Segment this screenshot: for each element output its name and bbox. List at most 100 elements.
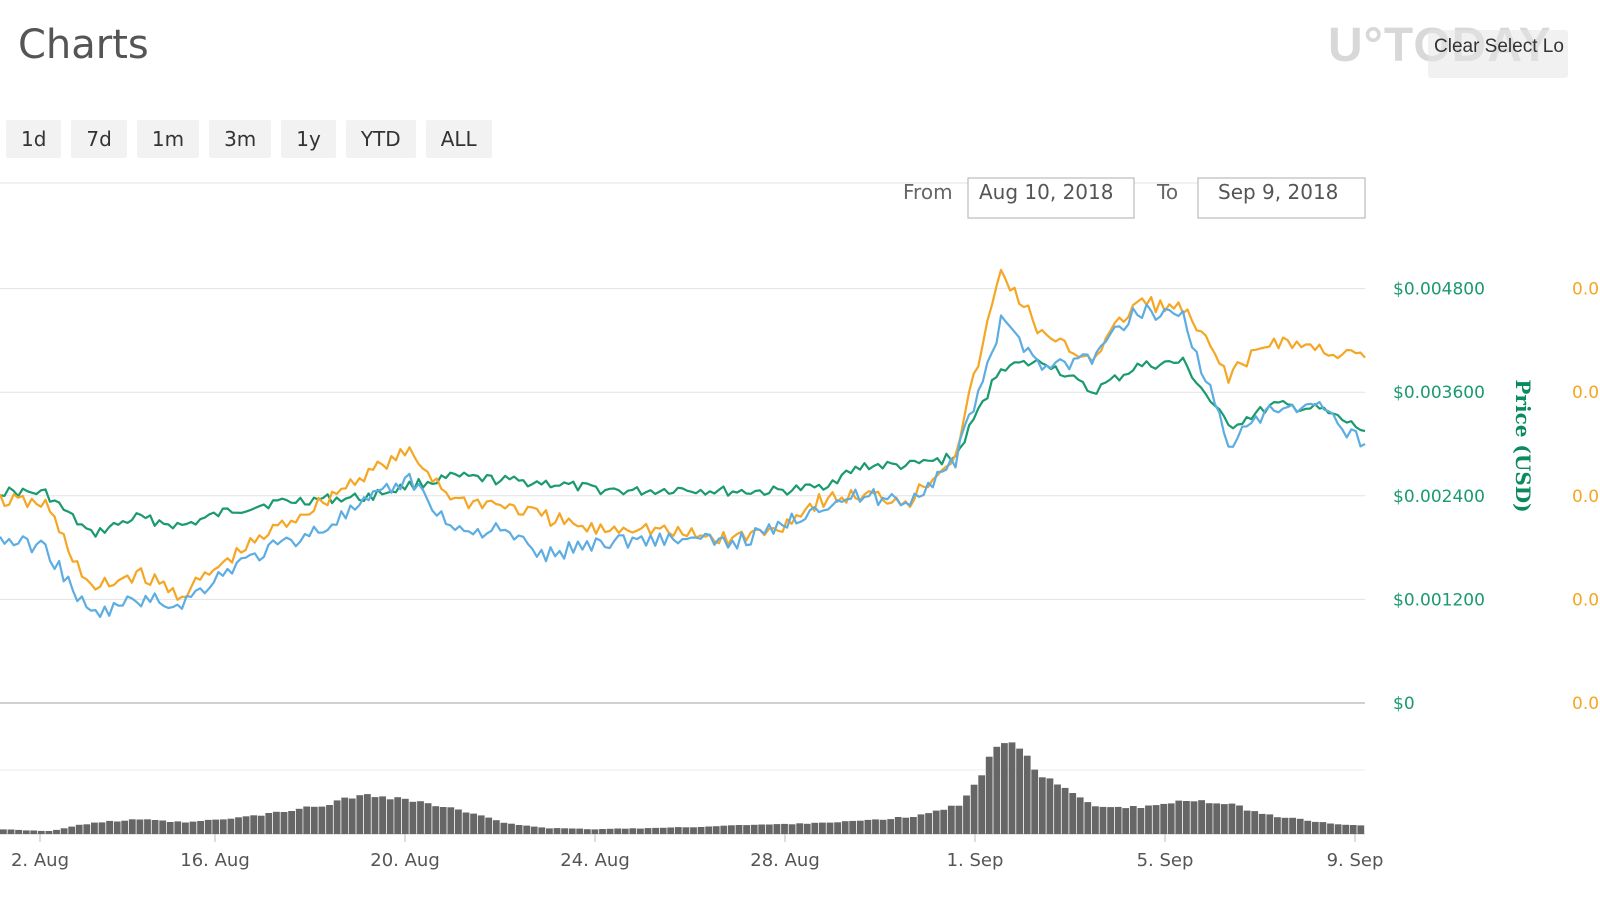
- volume-bar: [1023, 755, 1031, 834]
- to-date-value[interactable]: Sep 9, 2018: [1218, 180, 1338, 204]
- volume-bar: [242, 816, 250, 834]
- volume-bar: [128, 819, 136, 834]
- volume-bar: [1319, 822, 1327, 834]
- volume-bar: [326, 805, 333, 834]
- volume-bar: [1289, 817, 1296, 834]
- volume-bar: [166, 822, 174, 834]
- volume-bar: [955, 805, 963, 834]
- volume-bar: [576, 828, 584, 834]
- volume-bar: [849, 820, 857, 834]
- volume-bar: [1258, 813, 1266, 834]
- range-button-ytd[interactable]: YTD: [345, 120, 416, 158]
- volume-bar: [250, 815, 258, 834]
- from-date-value[interactable]: Aug 10, 2018: [979, 180, 1113, 204]
- from-date-field[interactable]: [967, 177, 1135, 219]
- volume-bar: [887, 819, 895, 834]
- to-label: To: [1156, 180, 1178, 204]
- volume-bar: [621, 828, 629, 834]
- volume-bar: [1145, 805, 1152, 834]
- x-tick-label: 9. Sep: [1327, 850, 1384, 871]
- volume-bar: [409, 801, 417, 834]
- volume-bar: [280, 812, 288, 834]
- volume-bar: [1152, 805, 1160, 834]
- range-button-7d[interactable]: 7d: [71, 120, 127, 158]
- volume-bar: [424, 803, 432, 834]
- volume-bar: [91, 822, 98, 834]
- volume-bar: [1357, 825, 1365, 834]
- volume-bar: [1281, 817, 1289, 834]
- volume-bar: [68, 826, 76, 834]
- volume-bar: [1092, 806, 1099, 834]
- volume-bar: [561, 828, 568, 834]
- x-tick-label: 5. Sep: [1137, 850, 1194, 871]
- volume-bar: [985, 756, 993, 834]
- volume-bar: [22, 830, 30, 834]
- volume-bar: [1175, 800, 1183, 834]
- volume-bar: [1107, 807, 1114, 834]
- volume-bar: [1243, 810, 1251, 834]
- volume-bar: [652, 827, 659, 834]
- range-button-1y[interactable]: 1y: [281, 120, 336, 158]
- volume-bar: [288, 811, 295, 834]
- x-tick-label: 20. Aug: [370, 850, 440, 871]
- volume-bar: [386, 799, 394, 834]
- volume-bar: [106, 820, 113, 834]
- y2-tick-label: 0.0: [1572, 383, 1599, 403]
- volume-bar: [333, 800, 341, 834]
- volume-bar: [1311, 821, 1319, 834]
- volume-bar: [583, 829, 591, 834]
- series-line-1: [0, 356, 1366, 538]
- volume-bar: [37, 830, 45, 834]
- volume-bar: [174, 821, 182, 834]
- volume-bar: [318, 806, 326, 834]
- volume-bar: [348, 798, 356, 834]
- volume-bar: [1137, 808, 1145, 834]
- series-lines: [0, 268, 1366, 619]
- volume-bar: [940, 809, 948, 834]
- zoom-select-text: Clear Select Lo: [1434, 36, 1564, 57]
- axes: $0 0.0 $0.001200 0.0 $0.002400 0.0 $0.003600 0.…: [11, 280, 1599, 871]
- volume-bar: [235, 817, 242, 834]
- volume-bar: [439, 807, 447, 834]
- volume-bar: [371, 797, 379, 834]
- volume-bar: [659, 827, 667, 834]
- volume-bar: [265, 813, 273, 834]
- volume-bar: [75, 824, 83, 834]
- volume-bar: [712, 826, 720, 834]
- volume-bar: [841, 821, 849, 834]
- volume-bar: [1099, 806, 1107, 834]
- volume-bar: [1167, 803, 1175, 834]
- volume-bar: [796, 823, 804, 834]
- range-button-1m[interactable]: 1m: [136, 120, 200, 158]
- volume-bar: [455, 809, 462, 834]
- volume-bar: [364, 794, 371, 834]
- volume-bar: [546, 828, 553, 834]
- volume-bar: [401, 798, 409, 834]
- zoom-select-overlay[interactable]: [1428, 30, 1568, 78]
- x-tick-label: 2. Aug: [11, 850, 69, 871]
- volume-bar: [1304, 820, 1312, 834]
- volume-bar: [591, 829, 599, 834]
- volume-bar: [492, 820, 500, 834]
- range-button-3m[interactable]: 3m: [209, 120, 272, 158]
- range-button-1d[interactable]: 1d: [6, 120, 62, 158]
- volume-bar: [485, 817, 493, 834]
- y-tick-label: $0.003600: [1393, 383, 1485, 403]
- volume-bar: [1190, 801, 1198, 834]
- volume-bar: [1114, 806, 1122, 834]
- volume-bar: [856, 820, 864, 834]
- grid-lines: [0, 182, 1365, 835]
- volume-bar: [947, 805, 955, 834]
- volume-bar: [273, 811, 280, 834]
- volume-bar: [758, 824, 766, 834]
- to-date-field[interactable]: [1197, 177, 1366, 219]
- range-button-all[interactable]: ALL: [425, 120, 492, 158]
- volume-bar: [98, 822, 106, 834]
- volume-bar: [697, 827, 705, 834]
- volume-bar: [1296, 818, 1304, 834]
- volume-bar: [1183, 801, 1190, 834]
- volume-bar: [523, 825, 531, 834]
- volume-bar: [1129, 806, 1137, 834]
- volume-bar: [462, 812, 470, 834]
